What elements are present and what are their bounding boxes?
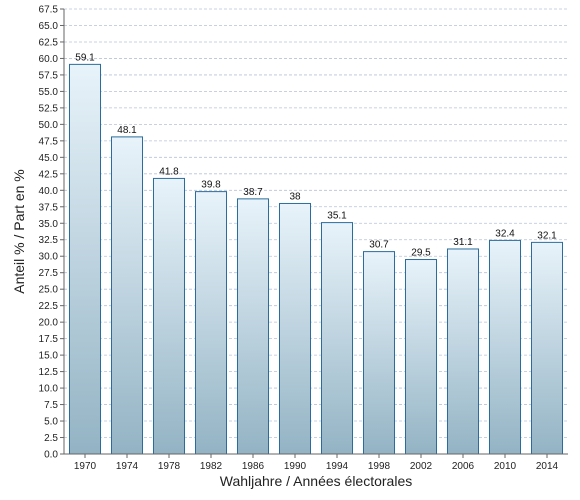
data-label: 38.7 bbox=[243, 187, 263, 198]
y-tick-label: 55.0 bbox=[39, 87, 59, 98]
y-tick-label: 52.5 bbox=[39, 103, 59, 114]
x-tick-label: 1986 bbox=[242, 461, 265, 472]
x-tick-label: 2010 bbox=[494, 461, 517, 472]
y-tick-label: 15.0 bbox=[39, 351, 59, 362]
data-label: 31.1 bbox=[453, 237, 473, 248]
y-tick-label: 20.0 bbox=[39, 318, 59, 329]
bar-1982 bbox=[195, 191, 227, 455]
data-label: 48.1 bbox=[117, 125, 137, 136]
gridlines bbox=[64, 8, 568, 438]
x-tick-label: 1978 bbox=[158, 461, 181, 472]
y-axis-ticks: 0.0 2.5 5.0 7.5 10.0 12.5 15.0 17.5 20.0 22.5 25.0… bbox=[39, 5, 64, 461]
x-tick-label: 1990 bbox=[284, 461, 307, 472]
y-tick-label: 42.5 bbox=[39, 169, 59, 180]
bar-1990 bbox=[279, 202, 311, 455]
bar-1970 bbox=[69, 63, 101, 455]
bar-2002 bbox=[405, 259, 437, 455]
bar-1978 bbox=[153, 177, 185, 455]
x-tick-label: 1998 bbox=[368, 461, 391, 472]
x-axis-title: Wahljahre / Années électorales bbox=[220, 473, 412, 489]
x-axis-ticks: 1970 1974 1978 1982 1986 1990 1994 1998 2002 2006… bbox=[74, 454, 559, 472]
bar-1986 bbox=[237, 198, 269, 455]
y-tick-label: 0.0 bbox=[44, 450, 58, 461]
y-tick-label: 32.5 bbox=[39, 235, 59, 246]
y-tick-label: 10.0 bbox=[39, 384, 59, 395]
bar-2006 bbox=[447, 248, 479, 455]
y-tick-label: 57.5 bbox=[39, 70, 59, 81]
bar-2014 bbox=[531, 241, 563, 455]
x-tick-label: 1982 bbox=[200, 461, 223, 472]
y-tick-label: 30.0 bbox=[39, 252, 59, 263]
bars bbox=[69, 63, 563, 455]
x-tick-label: 2002 bbox=[410, 461, 433, 472]
x-tick-label: 1994 bbox=[326, 461, 349, 472]
y-tick-label: 60.0 bbox=[39, 54, 59, 65]
data-label: 35.1 bbox=[327, 211, 347, 222]
y-tick-label: 40.0 bbox=[39, 186, 59, 197]
y-tick-label: 12.5 bbox=[39, 367, 59, 378]
x-tick-label: 1970 bbox=[74, 461, 97, 472]
y-tick-label: 25.0 bbox=[39, 285, 59, 296]
y-axis-title: Anteil % / Part en % bbox=[11, 169, 27, 294]
y-tick-label: 37.5 bbox=[39, 202, 59, 213]
x-tick-label: 2014 bbox=[536, 461, 559, 472]
x-tick-label: 2006 bbox=[452, 461, 475, 472]
y-tick-label: 5.0 bbox=[44, 417, 58, 428]
data-label: 32.4 bbox=[495, 228, 515, 239]
y-tick-label: 27.5 bbox=[39, 268, 59, 279]
data-label: 38 bbox=[289, 191, 301, 202]
bar-1974 bbox=[111, 136, 143, 455]
y-tick-label: 2.5 bbox=[44, 433, 58, 444]
y-tick-label: 35.0 bbox=[39, 219, 59, 230]
bar-1994 bbox=[321, 222, 353, 455]
y-tick-label: 7.5 bbox=[44, 400, 58, 411]
y-tick-label: 50.0 bbox=[39, 120, 59, 131]
y-tick-label: 47.5 bbox=[39, 136, 59, 147]
y-tick-label: 65.0 bbox=[39, 21, 59, 32]
data-label: 29.5 bbox=[411, 248, 431, 259]
bar-2010 bbox=[489, 239, 521, 455]
y-tick-label: 67.5 bbox=[39, 5, 59, 16]
data-label: 39.8 bbox=[201, 180, 221, 191]
y-tick-label: 45.0 bbox=[39, 153, 59, 164]
x-tick-label: 1974 bbox=[116, 461, 139, 472]
data-label: 30.7 bbox=[369, 240, 389, 251]
data-label: 41.8 bbox=[159, 166, 179, 177]
data-label: 32.1 bbox=[537, 230, 557, 241]
y-tick-label: 62.5 bbox=[39, 37, 59, 48]
data-labels: 59.1 48.1 41.8 39.8 38.7 38 35.1 30.7 29.5 31.1 32… bbox=[75, 52, 557, 258]
bar-1998 bbox=[363, 251, 395, 455]
data-label: 59.1 bbox=[75, 52, 95, 63]
y-tick-label: 22.5 bbox=[39, 301, 59, 312]
y-tick-label: 17.5 bbox=[39, 334, 59, 345]
